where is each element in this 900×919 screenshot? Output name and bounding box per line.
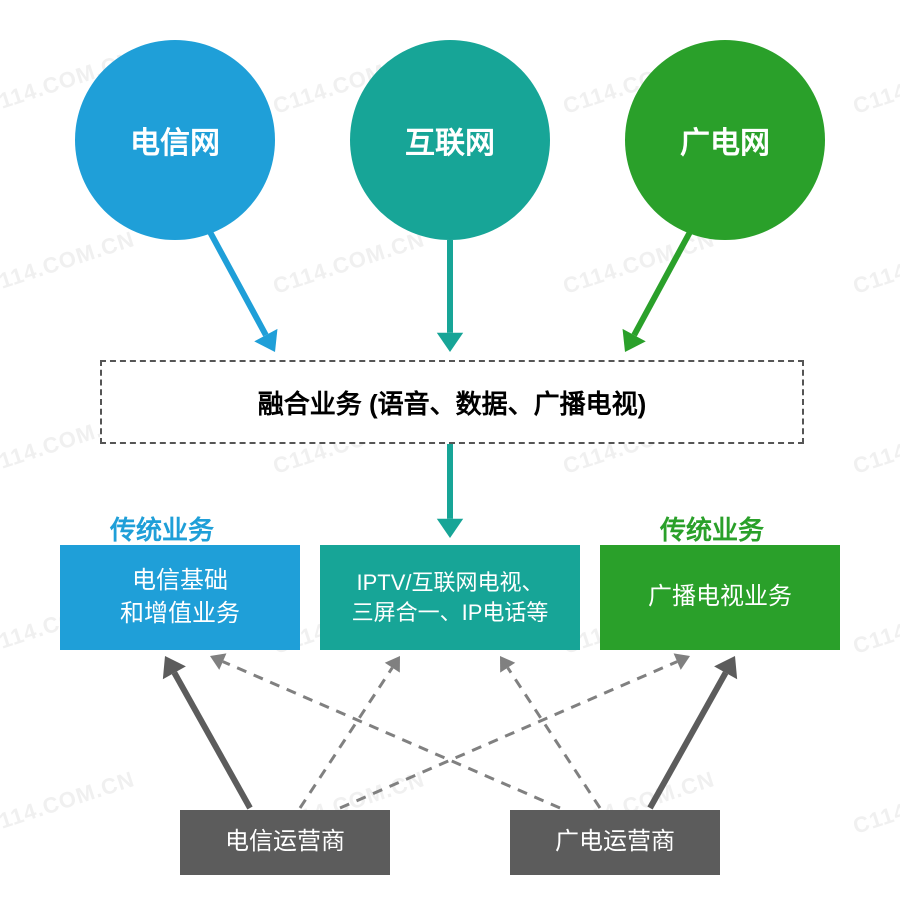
op-telecom: 电信运营商 (180, 810, 390, 875)
tag-left: 传统业务 (110, 510, 214, 547)
svc-iptv: IPTV/互联网电视、三屏合一、IP电话等 (320, 545, 580, 650)
svc-telecom: 电信基础和增值业务 (60, 545, 300, 650)
net-internet: 互联网 (350, 40, 550, 240)
tag-right: 传统业务 (660, 510, 764, 547)
net-telecom: 电信网 (75, 40, 275, 240)
converge-box: 融合业务 (语音、数据、广播电视) (100, 360, 804, 444)
converge-label: 融合业务 (语音、数据、广播电视) (258, 384, 647, 421)
net-broadcast: 广电网 (625, 40, 825, 240)
svc-broadcast: 广播电视业务 (600, 545, 840, 650)
op-broadcast: 广电运营商 (510, 810, 720, 875)
